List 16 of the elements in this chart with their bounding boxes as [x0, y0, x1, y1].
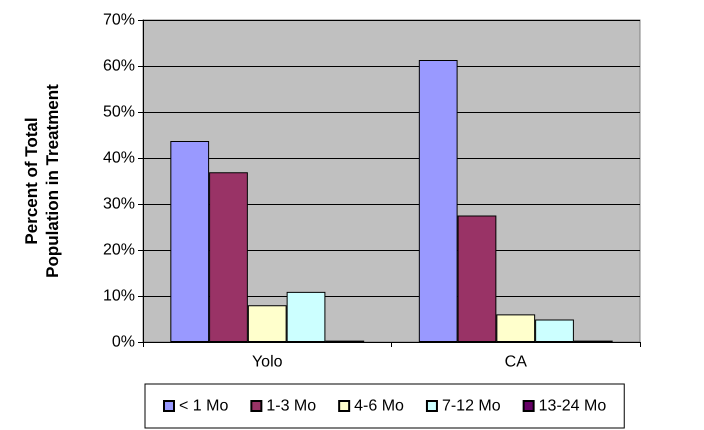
y-tick-label: 0% — [112, 334, 135, 350]
y-tick-label: 20% — [102, 242, 135, 258]
legend-label: 7-12 Mo — [442, 398, 501, 414]
x-tick-label: Yolo — [252, 354, 283, 370]
legend-label: < 1 Mo — [179, 398, 228, 414]
legend-label: 13-24 Mo — [538, 398, 606, 414]
y-axis-title: Percent of Total Population in Treatment — [22, 84, 62, 278]
y-tick-label: 30% — [102, 196, 135, 212]
x-tick-label: CA — [504, 354, 528, 370]
y-tick-label: 40% — [102, 150, 135, 166]
y-tick-label: 10% — [102, 288, 135, 304]
y-tick-label: 50% — [102, 104, 135, 120]
legend-label: 1-3 Mo — [266, 398, 316, 414]
y-tick-label: 60% — [102, 58, 135, 74]
legend-label: 4-6 Mo — [354, 398, 404, 414]
y-tick-label: 70% — [102, 12, 135, 28]
